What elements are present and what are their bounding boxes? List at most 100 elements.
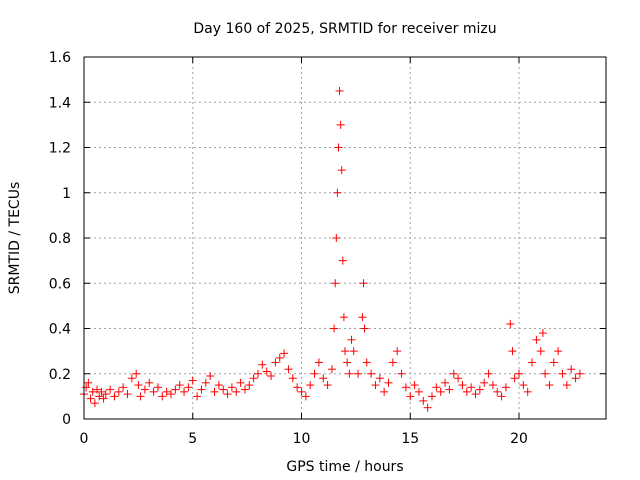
data-point <box>288 374 297 383</box>
data-point <box>201 378 210 387</box>
data-point <box>206 372 215 381</box>
data-point <box>293 383 302 392</box>
data-point <box>414 387 423 396</box>
data-point <box>145 378 154 387</box>
data-point <box>558 369 567 378</box>
data-point <box>323 381 332 390</box>
data-point <box>249 374 258 383</box>
data-point <box>97 387 106 396</box>
data-point <box>393 347 402 356</box>
data-point <box>545 381 554 390</box>
data-point <box>432 383 441 392</box>
data-point <box>188 376 197 385</box>
data-point <box>571 374 580 383</box>
data-point <box>410 381 419 390</box>
data-point <box>475 385 484 394</box>
data-point <box>197 385 206 394</box>
data-point <box>335 86 344 95</box>
data-point <box>99 394 108 403</box>
data-point <box>180 387 189 396</box>
data-point <box>538 329 547 338</box>
data-point <box>267 372 276 381</box>
data-point <box>541 369 550 378</box>
chart-title: Day 160 of 2025, SRMTID for receiver miz… <box>193 21 496 37</box>
data-point <box>88 387 97 396</box>
data-point <box>127 374 136 383</box>
data-point <box>445 385 454 394</box>
data-point <box>101 390 110 399</box>
data-point <box>223 390 232 399</box>
x-tick-label: 5 <box>188 431 197 447</box>
data-point <box>406 392 415 401</box>
data-point <box>84 378 93 387</box>
data-point <box>536 347 545 356</box>
data-point <box>384 378 393 387</box>
data-point <box>338 256 347 265</box>
data-point <box>193 392 202 401</box>
data-point <box>123 390 132 399</box>
data-point <box>497 392 506 401</box>
data-point <box>310 369 319 378</box>
x-tick-label: 0 <box>80 431 89 447</box>
data-point <box>441 378 450 387</box>
data-point <box>140 385 149 394</box>
data-point <box>488 381 497 390</box>
data-point <box>449 369 458 378</box>
data-point <box>343 358 352 367</box>
data-point <box>562 381 571 390</box>
y-tick-label: 1.2 <box>49 141 71 157</box>
data-point <box>380 387 389 396</box>
data-point <box>331 279 340 288</box>
data-point <box>333 188 342 197</box>
data-point <box>480 378 489 387</box>
data-point <box>362 358 371 367</box>
data-point <box>245 381 254 390</box>
data-point <box>284 365 293 374</box>
y-tick-label: 0.4 <box>49 322 71 338</box>
data-point <box>423 403 432 412</box>
data-point <box>510 374 519 383</box>
data-point <box>136 392 145 401</box>
data-point <box>484 369 493 378</box>
data-point <box>258 360 267 369</box>
data-point <box>95 392 104 401</box>
data-point <box>158 392 167 401</box>
data-point <box>334 143 343 152</box>
data-point <box>301 392 310 401</box>
data-point <box>575 369 584 378</box>
data-point <box>358 313 367 322</box>
data-point <box>275 353 284 362</box>
data-point <box>567 365 576 374</box>
y-tick-label: 0 <box>62 412 71 428</box>
data-point <box>114 387 123 396</box>
y-tick-label: 0.6 <box>49 276 71 292</box>
data-point <box>339 313 348 322</box>
x-tick-label: 20 <box>510 431 528 447</box>
y-tick-label: 1 <box>62 186 71 202</box>
data-point <box>458 381 467 390</box>
data-point <box>532 335 541 344</box>
data-point <box>471 390 480 399</box>
data-point <box>314 358 323 367</box>
data-point <box>375 374 384 383</box>
data-point <box>149 387 158 396</box>
data-point <box>359 279 368 288</box>
grid-lines <box>84 57 606 419</box>
x-axis-label: GPS time / hours <box>286 459 403 475</box>
data-point <box>454 374 463 383</box>
data-point <box>367 369 376 378</box>
data-point <box>337 166 346 175</box>
x-tick-label: 15 <box>401 431 419 447</box>
data-point <box>210 387 219 396</box>
data-point <box>134 381 143 390</box>
data-point <box>549 358 558 367</box>
data-point <box>119 383 128 392</box>
data-point <box>554 347 563 356</box>
data-point <box>232 387 241 396</box>
x-tick-label: 10 <box>293 431 311 447</box>
data-point <box>401 383 410 392</box>
data-point <box>523 387 532 396</box>
data-point <box>493 387 502 396</box>
